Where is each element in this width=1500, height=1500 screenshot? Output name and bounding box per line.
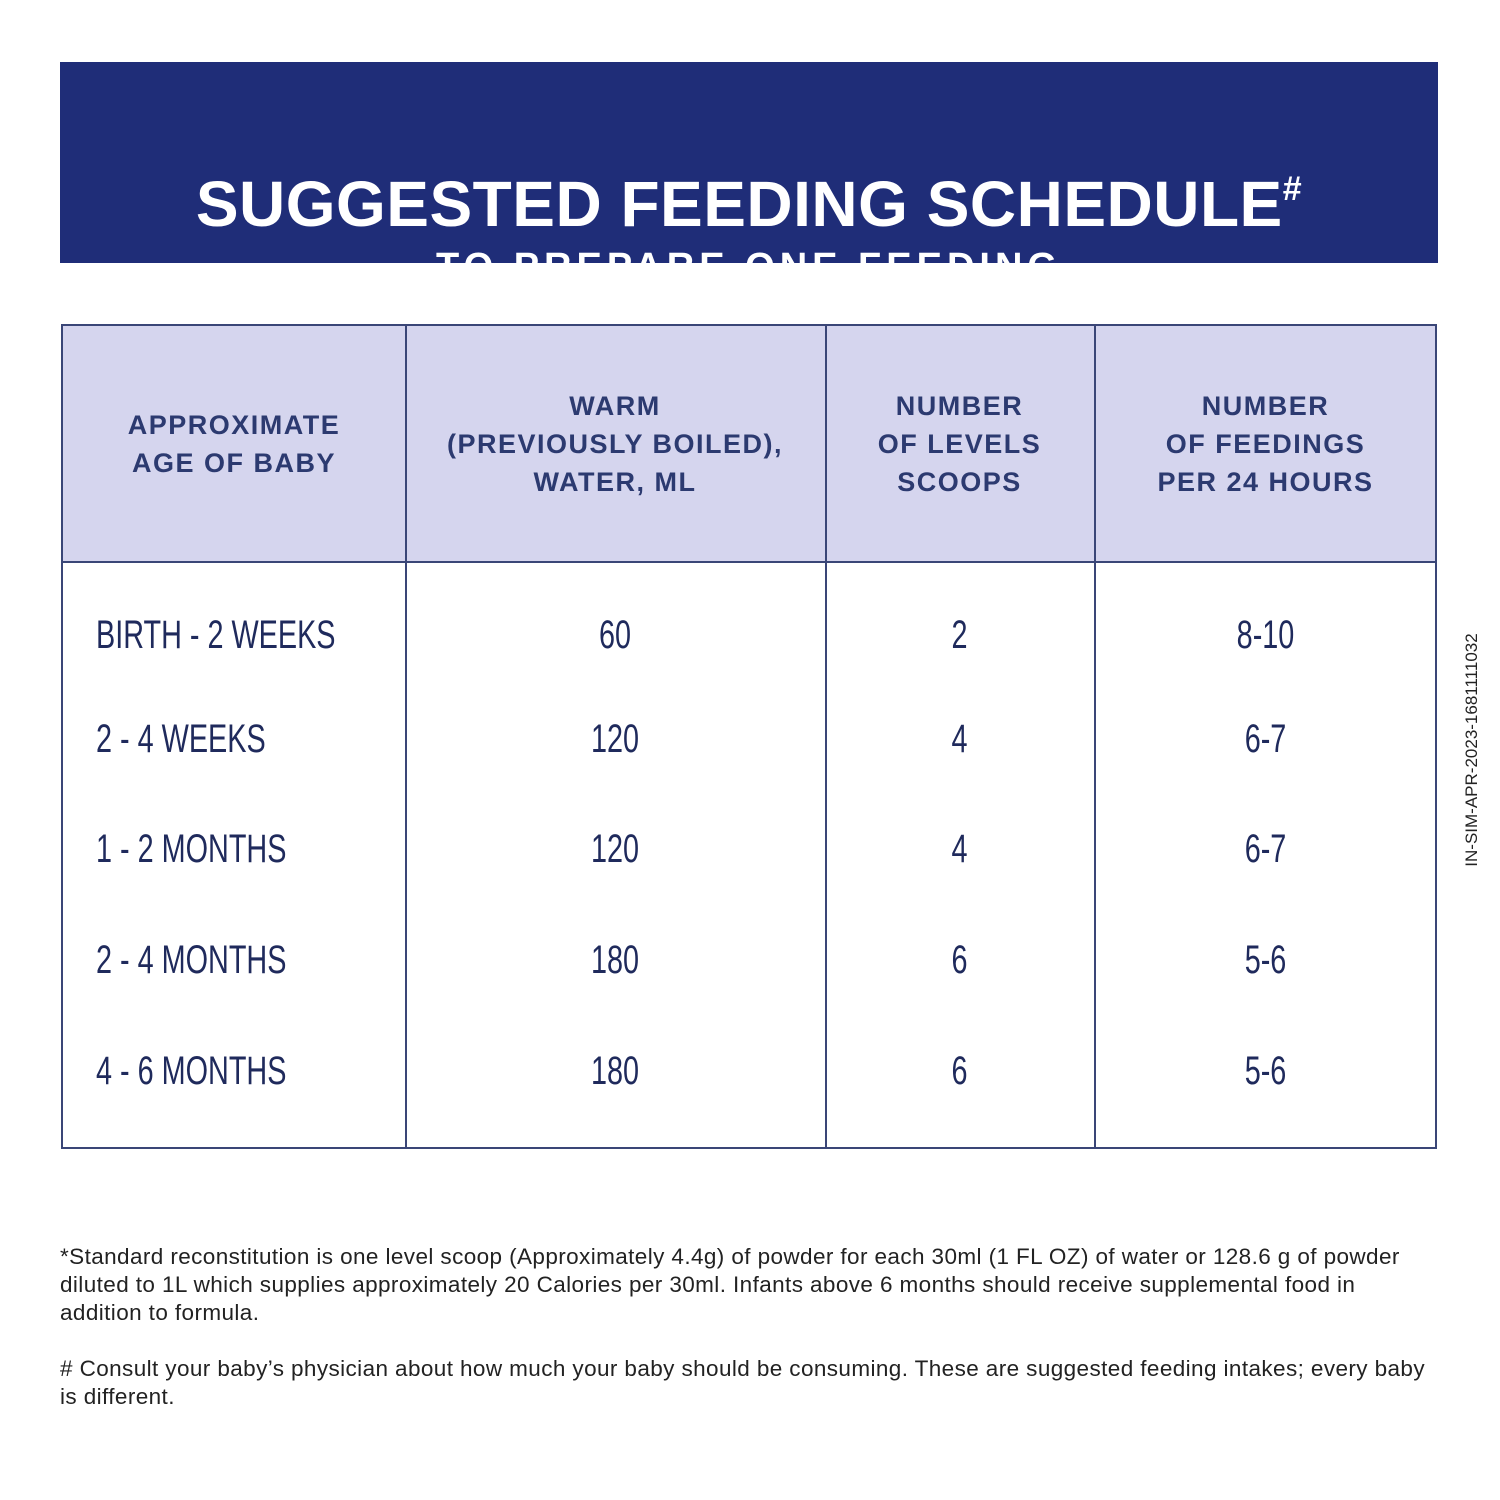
title: SUGGESTED FEEDING SCHEDULE# (60, 154, 1438, 239)
column-header: WARM (PREVIOUSLY BOILED), WATER, ML (405, 326, 825, 561)
header-line: PER 24 HOURS (1157, 466, 1374, 497)
header-line: AGE OF BABY (131, 447, 336, 478)
header-line: WATER, ML (533, 466, 697, 497)
header-line: APPROXIMATE (127, 409, 341, 440)
header-line: WARM (569, 390, 661, 421)
header-line: NUMBER (895, 390, 1024, 421)
header-banner: SUGGESTED FEEDING SCHEDULE# TO PREPARE O… (60, 62, 1438, 288)
value-cell: 180 (590, 1049, 640, 1093)
value-cell: 6-7 (1244, 827, 1287, 871)
value-cell: 120 (590, 717, 640, 761)
value-cell: 4 (951, 717, 968, 761)
header-line: OF LEVELS (877, 428, 1042, 459)
value-cell: 2 (951, 613, 968, 657)
age-cell: 2 - 4 WEEKS (96, 717, 266, 761)
value-cell: 120 (590, 827, 640, 871)
age-cell: 4 - 6 MONTHS (96, 1049, 287, 1093)
value-cell: 8-10 (1236, 613, 1295, 657)
value-cell: 6 (951, 938, 968, 982)
value-cell: 60 (598, 613, 632, 657)
age-cell: 1 - 2 MONTHS (96, 827, 287, 871)
age-cell: BIRTH - 2 WEEKS (96, 613, 336, 657)
value-cell: 6 (951, 1049, 968, 1093)
title-text: SUGGESTED FEEDING SCHEDULE (195, 168, 1283, 240)
age-cell: 2 - 4 MONTHS (96, 938, 287, 982)
column-header: NUMBER OF FEEDINGS PER 24 HOURS (1094, 326, 1437, 561)
header-line: OF FEEDINGS (1165, 428, 1366, 459)
footnote: # Consult your baby’s physician about ho… (60, 1356, 1425, 1409)
value-cell: 180 (590, 938, 640, 982)
value-cell: 4 (951, 827, 968, 871)
column-divider (405, 326, 407, 1147)
side-code: IN-SIM-APR-2023-1681111032 (1462, 633, 1481, 867)
column-divider (1094, 326, 1096, 1147)
column-header: NUMBER OF LEVELS SCOOPS (825, 326, 1094, 561)
footnote: *Standard reconstitution is one level sc… (60, 1244, 1400, 1325)
value-cell: 5-6 (1244, 1049, 1287, 1093)
subtitle: TO PREPARE ONE FEEDING (436, 246, 1062, 288)
feeding-table: APPROXIMATE AGE OF BABY WARM (PREVIOUSLY BO… (61, 324, 1437, 1149)
value-cell: 5-6 (1244, 938, 1287, 982)
header-row (63, 326, 1435, 563)
title-mark: # (1282, 170, 1303, 208)
column-divider (825, 326, 827, 1147)
value-cell: 6-7 (1244, 717, 1287, 761)
header-line: (PREVIOUSLY BOILED), (446, 428, 784, 459)
column-header: APPROXIMATE AGE OF BABY (63, 326, 405, 561)
header-line: NUMBER (1201, 390, 1330, 421)
header-line: SCOOPS (897, 466, 1022, 497)
